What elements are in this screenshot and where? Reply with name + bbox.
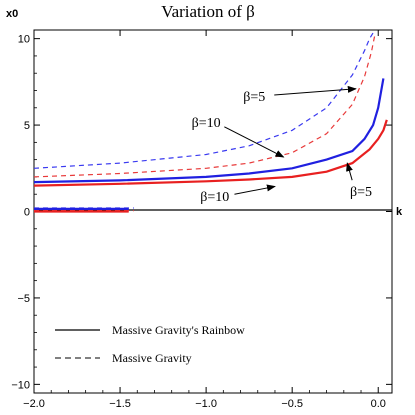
x-tick-label: 0.0	[371, 398, 386, 410]
y-tick-label: −10	[11, 379, 30, 391]
y-tick-label: 5	[24, 120, 30, 132]
series-line-dashed-1	[33, 35, 376, 178]
y-tick-label: 0	[24, 207, 30, 219]
annotation-label-3: β=5	[350, 185, 372, 200]
series-line-dashed-0	[33, 29, 376, 169]
x-tick-label: −2.0	[23, 398, 45, 410]
x-tick-label: −1.5	[109, 398, 131, 410]
annotation-label-0: β=5	[243, 90, 265, 105]
annotation-arrow-3	[346, 162, 353, 181]
chart-title: Variation of β	[161, 2, 255, 21]
y-tick-label: −5	[17, 293, 30, 305]
series-line-solid-2	[33, 78, 385, 184]
x-axis-ticks: −2.0 −1.5 −1.0 −0.5 0.0	[23, 30, 386, 410]
y-axis-ticks: −10 −5 0 5 10	[11, 34, 392, 391]
x-tick-label: −0.5	[281, 398, 303, 410]
legend: Massive Gravity's Rainbow Massive Gravit…	[55, 323, 245, 365]
series-layer	[33, 29, 388, 213]
x-axis-label: k	[396, 206, 403, 218]
annotation-label-2: β=10	[200, 190, 229, 205]
x-tick-label: −1.0	[195, 398, 217, 410]
annotation-arrow-2	[234, 184, 276, 195]
annotation-layer: β=5 β=10 β=10 β=5	[192, 85, 372, 205]
legend-label-rainbow: Massive Gravity's Rainbow	[112, 323, 245, 337]
annotation-arrow-1	[224, 126, 285, 158]
y-tick-label: 10	[18, 34, 30, 46]
annotation-label-1: β=10	[192, 116, 221, 131]
y-axis-label: x0	[6, 8, 18, 20]
annotation-arrow-0	[274, 85, 357, 96]
series-line-solid-3	[33, 119, 388, 187]
legend-label-massive: Massive Gravity	[112, 351, 192, 365]
